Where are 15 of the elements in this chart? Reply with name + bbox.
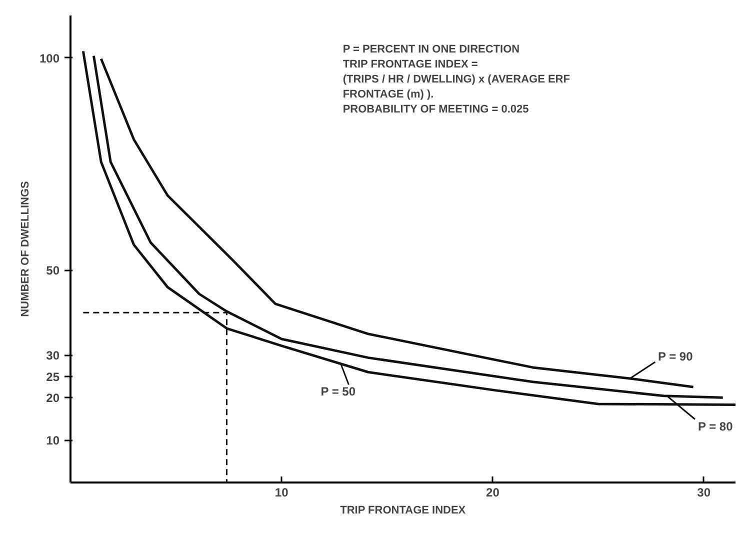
y-tick-label: 30 [46, 348, 60, 363]
x-tick-label: 20 [486, 486, 500, 500]
annotation: P = 80 [698, 420, 734, 434]
x-axis-title: TRIP FRONTAGE INDEX [340, 504, 466, 516]
y-tick-label: 10 [46, 434, 60, 448]
annotation: P = 90 [658, 349, 694, 364]
annotation: P = PERCENT IN ONE DIRECTION TRIP FRONTAGE INDEX = (TRIPS / HR / DWELLING) x (AVERAGE ERF FRONTAGE (m) ). PROBABILITY OF MEETING = 0.025 [342, 44, 570, 116]
y-tick-label: 50 [46, 264, 60, 278]
y-tick-label: 100 [39, 51, 60, 66]
y-tick-label: 25 [46, 370, 60, 384]
x-tick-label: 10 [274, 486, 289, 500]
y-tick-label: 20 [46, 391, 60, 406]
annotation: P = 50 [320, 384, 356, 399]
x-tick-label: 30 [697, 486, 711, 500]
y-axis-title: NUMBER OF DWELLINGS [19, 181, 32, 317]
